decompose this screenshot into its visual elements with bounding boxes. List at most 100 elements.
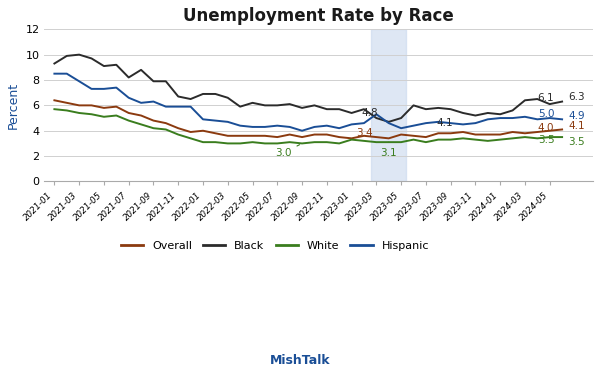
Title: Unemployment Rate by Race: Unemployment Rate by Race	[184, 7, 454, 25]
Hispanic	[175, 104, 182, 109]
Overall	[472, 132, 479, 137]
White	[199, 140, 206, 144]
Hispanic	[447, 121, 454, 125]
Hispanic	[113, 85, 120, 90]
Hispanic	[323, 123, 331, 128]
Hispanic	[521, 115, 529, 119]
Line: Hispanic: Hispanic	[55, 74, 562, 131]
Black	[509, 108, 516, 113]
Text: 3.5: 3.5	[538, 135, 554, 145]
White	[274, 141, 281, 146]
White	[150, 126, 157, 130]
Black	[311, 103, 318, 108]
Black	[249, 101, 256, 105]
White	[298, 141, 305, 146]
Text: 3.5: 3.5	[569, 137, 585, 147]
Text: 4.9: 4.9	[569, 111, 585, 121]
Hispanic	[497, 116, 504, 120]
White	[373, 140, 380, 144]
Text: 3.0: 3.0	[275, 145, 299, 158]
Text: 3.1: 3.1	[380, 142, 397, 158]
Line: White: White	[55, 109, 562, 143]
White	[63, 108, 70, 113]
White	[361, 139, 368, 143]
White	[335, 141, 343, 146]
Overall	[187, 130, 194, 134]
White	[509, 136, 516, 141]
Black	[460, 111, 467, 115]
Overall	[361, 134, 368, 138]
Text: MishTalk: MishTalk	[269, 354, 331, 366]
Overall	[236, 134, 244, 138]
Hispanic	[348, 122, 355, 127]
White	[323, 140, 331, 144]
Text: 6.1: 6.1	[538, 93, 554, 104]
Black	[236, 104, 244, 109]
Overall	[88, 103, 95, 108]
Overall	[137, 113, 145, 118]
Black	[335, 107, 343, 111]
Overall	[212, 131, 219, 135]
Y-axis label: Percent: Percent	[7, 82, 20, 129]
Hispanic	[137, 101, 145, 105]
White	[497, 137, 504, 142]
Overall	[51, 98, 58, 102]
Black	[137, 68, 145, 72]
Black	[298, 106, 305, 110]
White	[137, 122, 145, 127]
White	[125, 118, 132, 123]
Hispanic	[460, 122, 467, 127]
Overall	[100, 106, 107, 110]
Black	[361, 107, 368, 111]
Hispanic	[274, 123, 281, 128]
Legend: Overall, Black, White, Hispanic: Overall, Black, White, Hispanic	[116, 236, 433, 255]
Hispanic	[150, 100, 157, 104]
Line: Black: Black	[55, 55, 562, 122]
Text: 4.1: 4.1	[569, 121, 585, 131]
Hispanic	[236, 123, 244, 128]
Overall	[559, 127, 566, 132]
Hispanic	[311, 125, 318, 129]
White	[534, 136, 541, 141]
Black	[76, 52, 83, 57]
Black	[348, 111, 355, 115]
Black	[88, 56, 95, 61]
Hispanic	[484, 117, 491, 122]
White	[410, 137, 417, 142]
White	[236, 141, 244, 146]
Black	[497, 112, 504, 116]
Hispanic	[100, 87, 107, 91]
Hispanic	[434, 120, 442, 124]
Text: 5.0: 5.0	[538, 109, 554, 119]
Hispanic	[373, 112, 380, 116]
Hispanic	[51, 71, 58, 76]
White	[162, 127, 169, 132]
White	[51, 107, 58, 111]
Text: 3.4: 3.4	[356, 128, 372, 138]
Overall	[298, 135, 305, 139]
Overall	[521, 131, 529, 135]
Bar	[371, 29, 406, 182]
Black	[534, 97, 541, 101]
Black	[484, 111, 491, 115]
Hispanic	[286, 125, 293, 129]
Hispanic	[385, 121, 392, 125]
Overall	[335, 135, 343, 139]
Hispanic	[88, 87, 95, 91]
Overall	[311, 132, 318, 137]
White	[460, 136, 467, 141]
Black	[410, 103, 417, 108]
Overall	[249, 134, 256, 138]
White	[100, 115, 107, 119]
Hispanic	[534, 117, 541, 122]
White	[224, 141, 232, 146]
Overall	[262, 134, 269, 138]
Overall	[373, 135, 380, 139]
Overall	[63, 101, 70, 105]
Line: Overall: Overall	[55, 100, 562, 138]
Hispanic	[509, 116, 516, 120]
Overall	[224, 134, 232, 138]
Overall	[460, 130, 467, 134]
Overall	[348, 136, 355, 141]
White	[559, 135, 566, 139]
